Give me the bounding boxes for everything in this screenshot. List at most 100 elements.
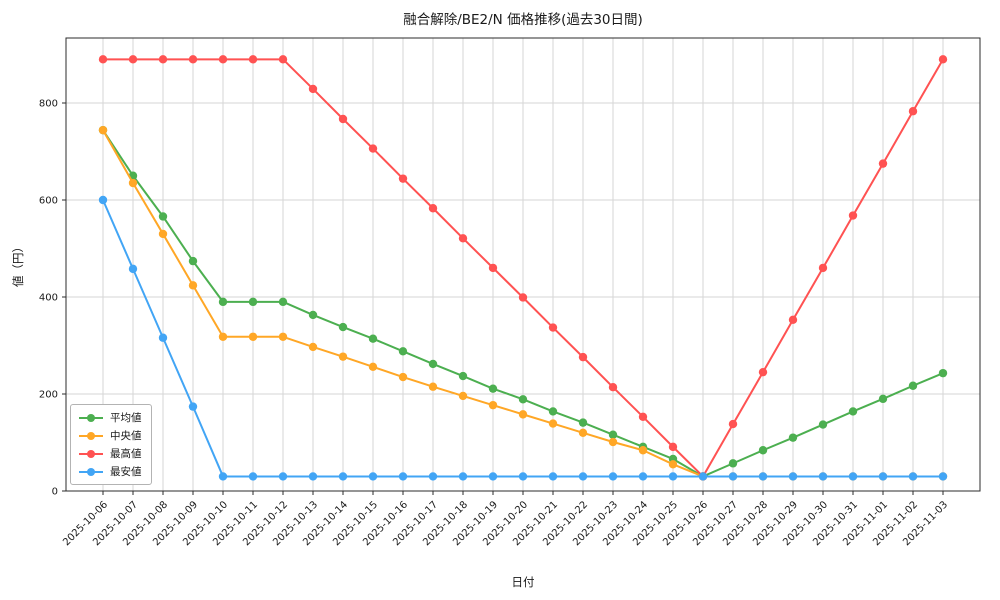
data-point (248, 472, 258, 481)
data-point (188, 256, 198, 266)
data-point (668, 460, 678, 469)
data-point (278, 472, 288, 481)
data-point (458, 391, 468, 401)
data-point (668, 442, 678, 452)
data-point (788, 472, 798, 481)
grid-layer (66, 38, 980, 492)
data-point (848, 407, 858, 416)
legend-marker-icon (79, 449, 103, 458)
data-point (908, 381, 918, 390)
data-point (638, 412, 648, 421)
data-point (878, 394, 888, 404)
data-point (188, 402, 198, 411)
data-point (908, 472, 918, 481)
chart-title: 融合解除/BE2/N 価格推移(過去30日間) (403, 12, 643, 28)
data-point (878, 159, 888, 168)
data-point (158, 333, 168, 342)
legend-marker-icon (79, 431, 103, 440)
data-point (398, 472, 408, 481)
data-point (308, 310, 318, 320)
y-tick-label: 600 (39, 195, 58, 206)
data-point (128, 178, 138, 188)
data-point (398, 174, 408, 183)
data-point (368, 362, 378, 372)
data-point (638, 472, 648, 481)
data-point (578, 352, 588, 362)
data-point (758, 367, 768, 377)
data-point (308, 472, 318, 481)
legend-label: 最安値 (110, 466, 142, 478)
data-point (818, 420, 828, 429)
legend-label: 最高値 (110, 448, 142, 460)
data-point (608, 437, 618, 447)
data-point (128, 264, 138, 274)
data-point (278, 297, 288, 307)
data-point (698, 472, 708, 481)
data-point (248, 297, 258, 307)
data-point (848, 211, 858, 220)
data-point (788, 433, 798, 442)
data-point (398, 347, 408, 356)
y-tick-label: 200 (39, 389, 58, 400)
data-point (368, 334, 378, 343)
data-point (128, 55, 138, 64)
data-point (548, 419, 558, 428)
data-point (248, 55, 258, 64)
data-point (158, 212, 168, 221)
data-point (218, 55, 228, 64)
data-point (368, 144, 378, 153)
legend-marker-icon (79, 467, 103, 476)
data-point (638, 446, 648, 455)
y-axis-label: 値（円） (11, 241, 25, 287)
series-layer (98, 55, 948, 481)
data-point (728, 459, 738, 468)
data-point (188, 55, 198, 64)
data-point (758, 446, 768, 455)
data-point (788, 315, 798, 324)
data-point (338, 322, 348, 332)
data-point (428, 472, 438, 481)
data-point (308, 84, 318, 94)
data-point (338, 352, 348, 361)
data-point (458, 472, 468, 481)
data-point (488, 400, 498, 410)
data-point (188, 281, 198, 290)
data-point (488, 384, 498, 393)
data-point (158, 55, 168, 64)
data-point (218, 472, 228, 481)
data-point (398, 372, 408, 382)
data-point (248, 332, 258, 341)
data-point (848, 472, 858, 481)
data-point (668, 472, 678, 481)
data-point (518, 395, 528, 404)
legend-label: 中央値 (110, 430, 142, 442)
data-point (488, 263, 498, 273)
data-point (428, 359, 438, 369)
data-point (728, 419, 738, 429)
data-point (278, 55, 288, 64)
data-point (608, 383, 618, 392)
data-point (278, 332, 288, 341)
data-point (878, 472, 888, 481)
axes-layer (62, 37, 981, 495)
data-point (578, 428, 588, 437)
legend-marker-icon (79, 413, 103, 422)
data-point (908, 107, 918, 116)
data-point (608, 430, 618, 439)
data-point (368, 472, 378, 481)
data-point (98, 125, 108, 135)
legend-item-2: 最高値 (78, 446, 142, 461)
x-axis-label: 日付 (512, 575, 535, 589)
data-point (428, 382, 438, 391)
data-point (218, 332, 228, 341)
data-point (218, 297, 228, 307)
chart-legend: 平均値 中央値 最高値 最安値 (70, 404, 152, 485)
data-point (458, 234, 468, 243)
data-point (578, 472, 588, 481)
data-point (548, 323, 558, 332)
data-point (158, 229, 168, 239)
data-point (578, 418, 588, 427)
data-point (608, 472, 618, 481)
legend-item-1: 中央値 (78, 428, 142, 443)
